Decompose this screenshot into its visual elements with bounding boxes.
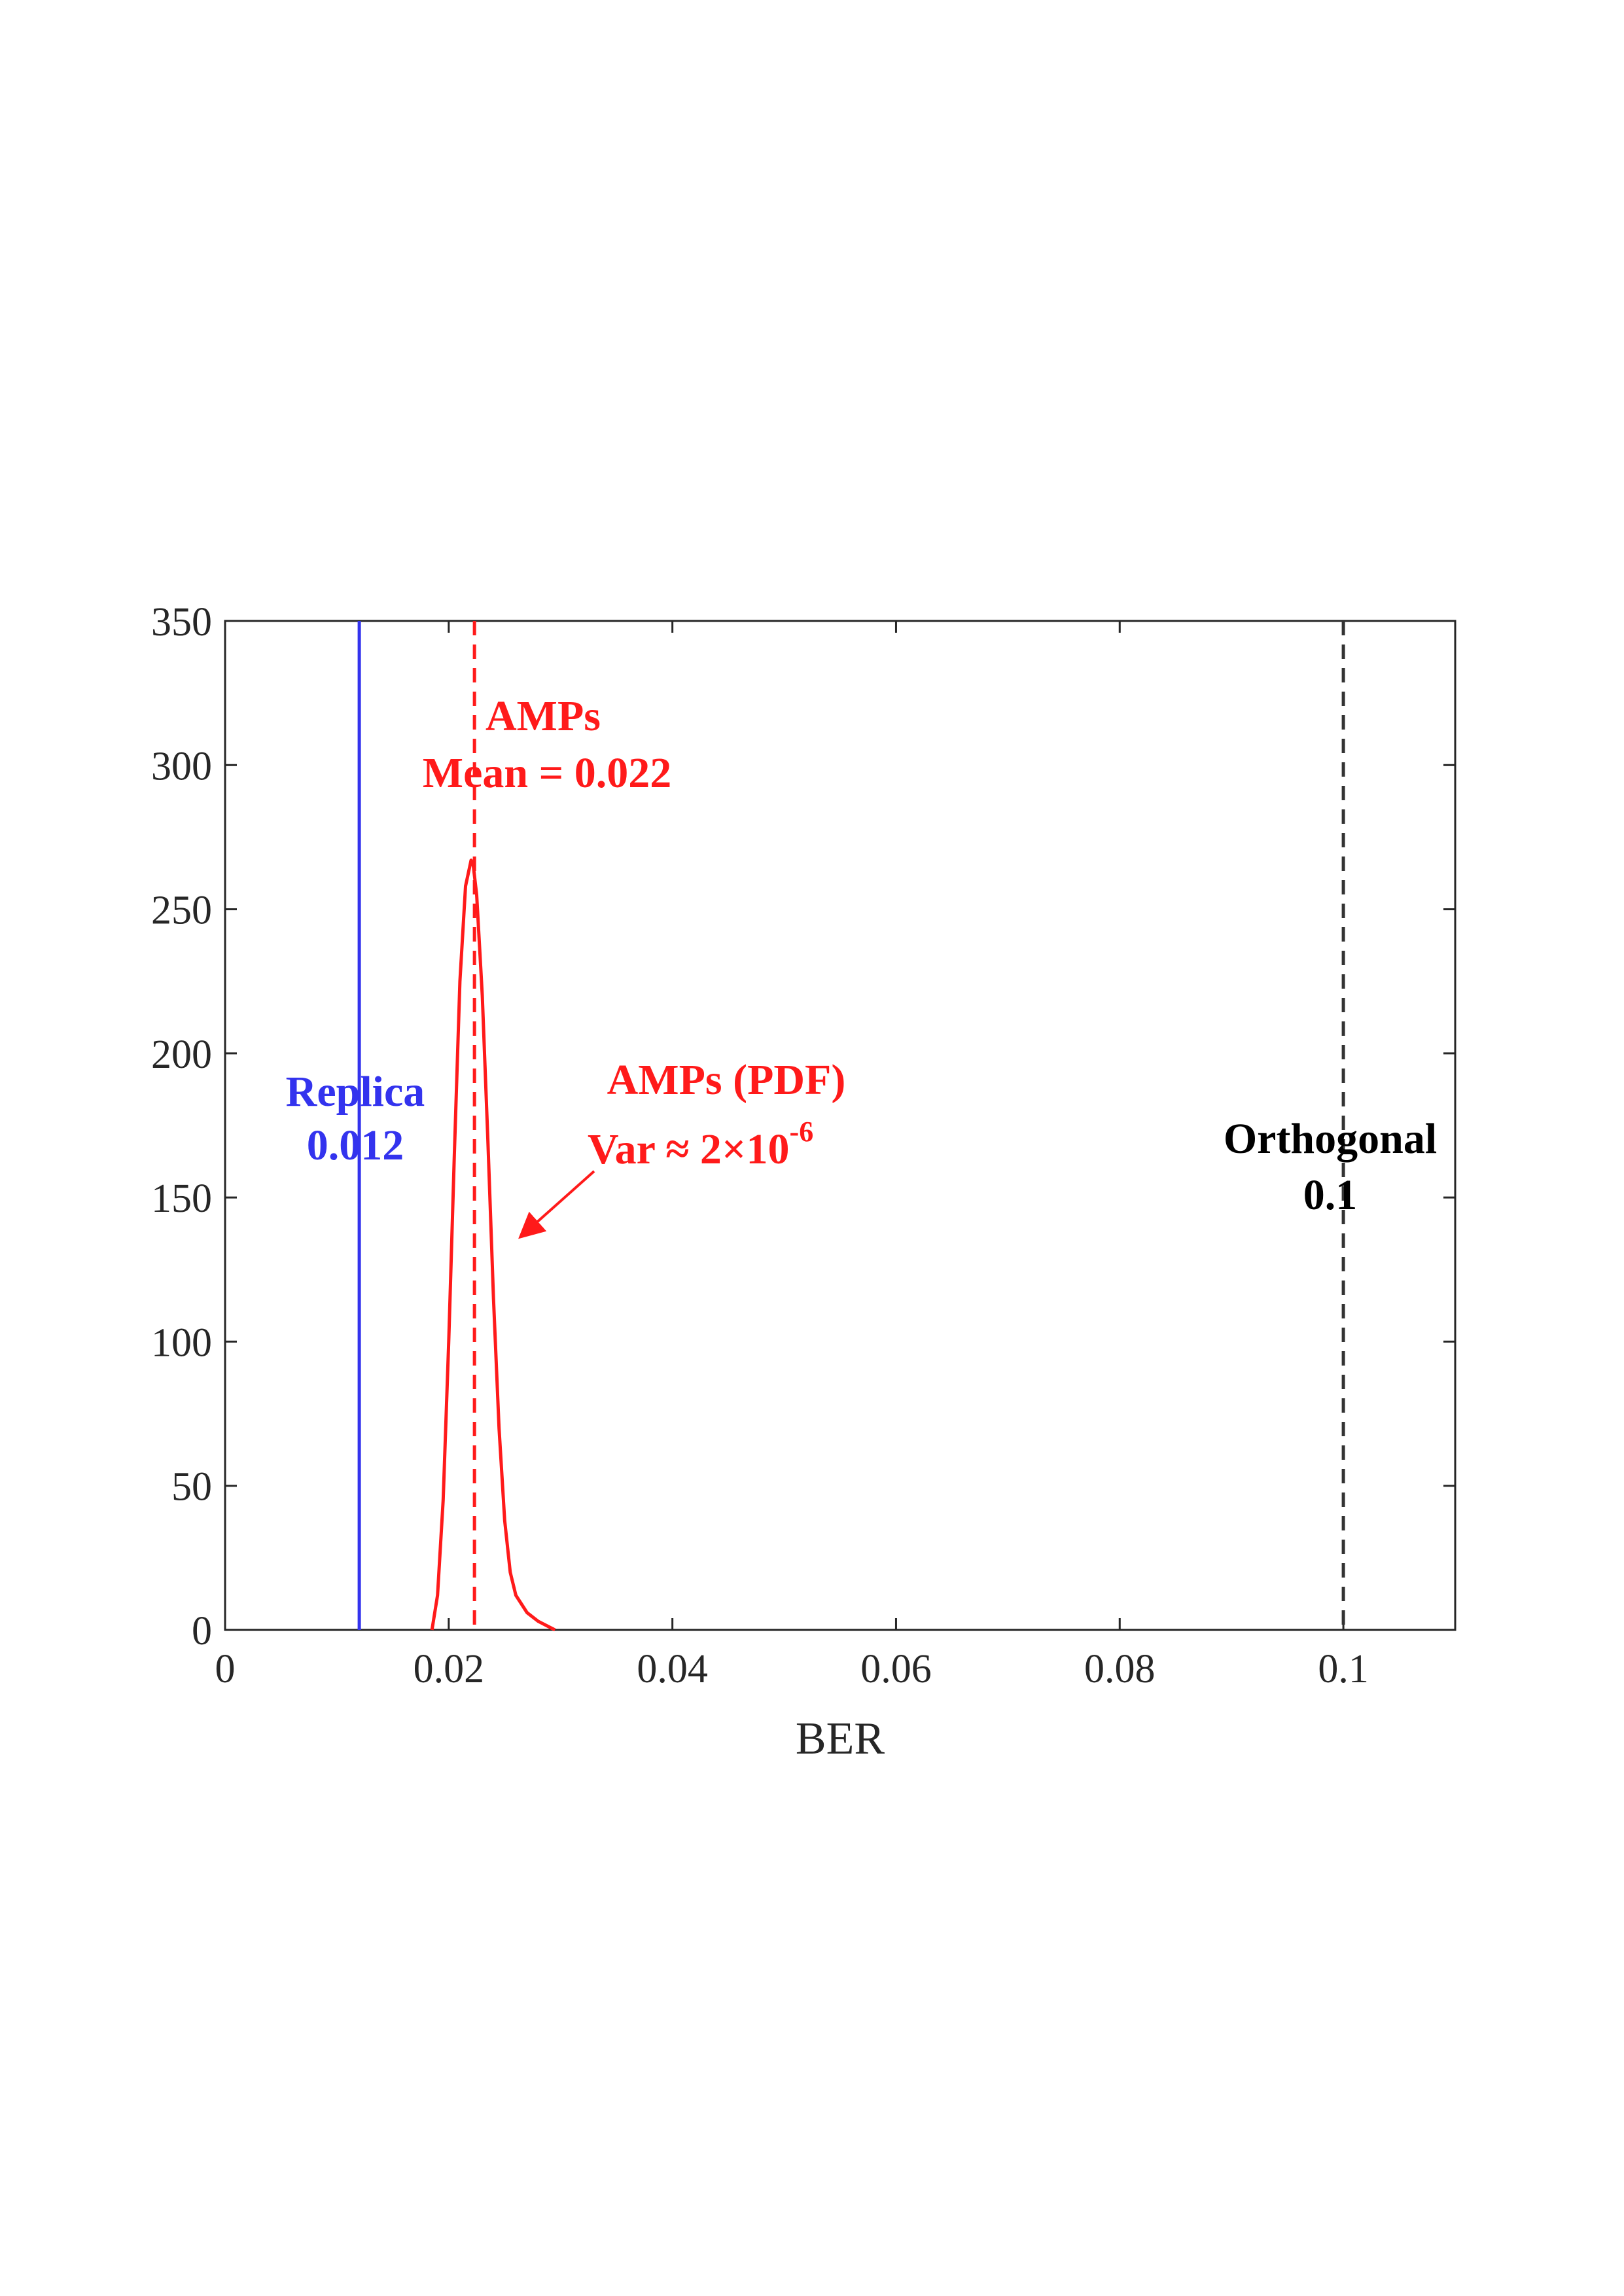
- amps-mean-annotation-value: Mean = 0.022: [423, 749, 671, 797]
- x-tick-label: 0.08: [1084, 1647, 1156, 1691]
- reference-lines: [357, 621, 1345, 1630]
- replica-annotation: Replica 0.012: [286, 1068, 425, 1169]
- x-tick-label: 0.04: [637, 1647, 708, 1691]
- replica-annotation-title: Replica: [286, 1068, 425, 1116]
- plot-area-frame: [224, 620, 1456, 1631]
- y-tick-label: 100: [151, 1320, 212, 1365]
- y-axis-ticks: 0 50 100 150 200 250 300 350: [151, 600, 1455, 1653]
- replica-annotation-value: 0.012: [307, 1122, 404, 1169]
- x-tick-label: 0.06: [860, 1647, 932, 1691]
- amps-pdf-annotation-title: AMPs (PDF): [607, 1056, 846, 1104]
- variance-exponent: -6: [790, 1116, 814, 1148]
- amps-pdf-annotation: AMPs (PDF) Var ≈ 2×10-6: [518, 1056, 846, 1239]
- amps-mean-annotation-title: AMPs: [485, 692, 601, 740]
- y-tick-label: 350: [151, 600, 212, 645]
- y-tick-label: 0: [192, 1609, 212, 1653]
- x-tick-label: 0: [215, 1647, 236, 1691]
- orthogonal-annotation-title: Orthogonal: [1224, 1115, 1437, 1163]
- y-tick-label: 150: [151, 1176, 212, 1221]
- orthogonal-annotation: Orthogonal 0.1: [1224, 1115, 1437, 1219]
- amps-mean-annotation: AMPs Mean = 0.022: [423, 692, 671, 797]
- amps-pdf-annotation-variance: Var ≈ 2×10-6: [588, 1116, 813, 1173]
- orthogonal-annotation-value: 0.1: [1303, 1171, 1358, 1219]
- x-axis-ticks: 0 0.02 0.04 0.06 0.08 0.1: [215, 621, 1369, 1691]
- amps-pdf-curve: [430, 858, 556, 1632]
- pdf-series: [430, 858, 556, 1632]
- variance-base: Var ≈ 2×10: [588, 1125, 790, 1173]
- y-tick-label: 250: [151, 889, 212, 933]
- y-tick-label: 300: [151, 744, 212, 788]
- x-axis-label: BER: [796, 1714, 885, 1764]
- x-tick-label: 0.1: [1318, 1647, 1369, 1691]
- y-tick-label: 50: [171, 1465, 212, 1510]
- pdf-pointer-arrow: [518, 1170, 595, 1239]
- x-tick-label: 0.02: [414, 1647, 485, 1691]
- y-tick-label: 200: [151, 1033, 212, 1077]
